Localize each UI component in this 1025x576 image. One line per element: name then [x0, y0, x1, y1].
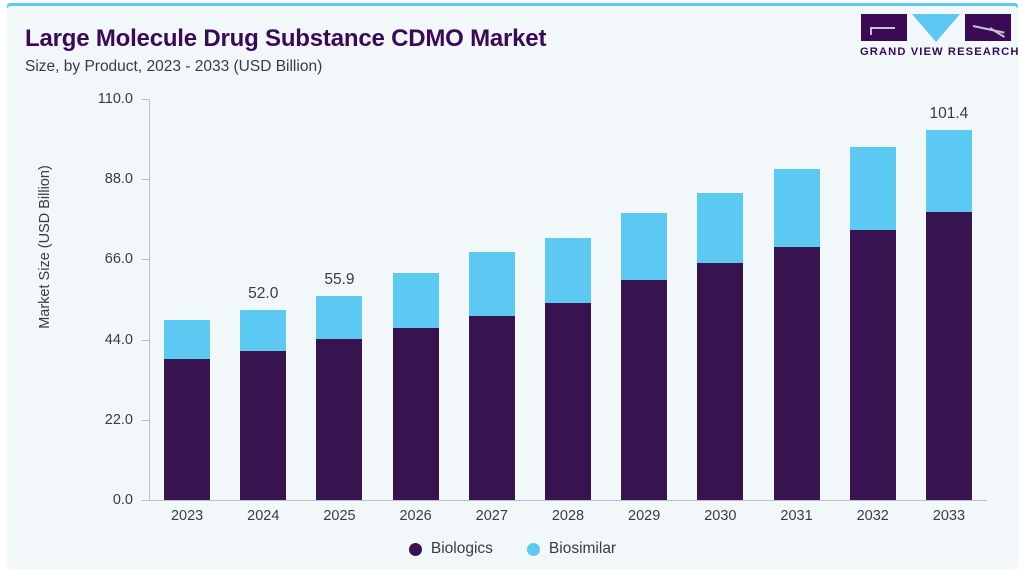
bar-segment-biosimilar[interactable] [773, 168, 820, 248]
bar-segment-biosimilar[interactable] [621, 213, 668, 281]
y-axis-tick-label: 44.0 [104, 331, 133, 348]
y-axis-tick [142, 339, 150, 341]
bar-segment-biologics[interactable] [545, 302, 591, 500]
y-axis-tick [142, 179, 150, 181]
bar-group[interactable] [164, 99, 211, 500]
bar-segment-biologics[interactable] [621, 280, 668, 500]
x-axis-line [149, 500, 987, 501]
bar-segment-biologics[interactable] [773, 247, 820, 500]
logo-text: GRAND VIEW RESEARCH [860, 46, 1018, 58]
bar-group[interactable] [773, 99, 820, 500]
bar-group[interactable]: 52.0 [240, 99, 287, 500]
bar-group[interactable]: 55.9 [316, 99, 363, 500]
bar-segment-biologics[interactable] [240, 350, 287, 500]
bar-segment-biosimilar[interactable] [164, 320, 211, 359]
bar-segment-biologics[interactable] [468, 315, 515, 500]
logo-marks [860, 14, 1012, 42]
legend-dot-icon [408, 542, 422, 556]
legend-item[interactable]: Biosimilar [526, 540, 617, 558]
bar-segment-biosimilar[interactable] [697, 192, 744, 264]
legend-label: Biosimilar [548, 540, 617, 557]
x-axis-tick-label: 2030 [704, 508, 737, 524]
logo-v-triangle-icon [912, 14, 960, 42]
bar-segment-biologics[interactable] [849, 229, 896, 500]
legend-item[interactable]: Biologics [408, 540, 493, 558]
legend-dot-icon [526, 542, 540, 556]
chart-legend: Biologics Biosimilar [7, 540, 1018, 558]
x-axis-tick-label: 2026 [399, 508, 432, 524]
bar-group[interactable]: 101.4 [925, 99, 972, 500]
brand-logo: GRAND VIEW RESEARCH [860, 14, 1018, 58]
bar-group[interactable] [468, 99, 515, 500]
x-axis-tick-label: 2033 [932, 508, 966, 524]
y-axis-tick-label: 0.0 [112, 492, 133, 508]
x-axis-tick-label: 2027 [475, 508, 508, 524]
plot-area: Market Size (USD Billion) 0.0 22.0 44.0 66.… [7, 6, 1018, 569]
y-axis-title: Market Size (USD Billion) [37, 165, 53, 329]
chart-card: Large Molecule Drug Substance CDMO Marke… [7, 6, 1018, 569]
bar-segment-biologics[interactable] [697, 263, 744, 500]
bar-segment-biosimilar[interactable] [392, 272, 439, 328]
x-axis-tick-label: 2025 [323, 508, 356, 524]
y-axis-tick-label: 22.0 [104, 411, 133, 428]
bar-segment-biologics[interactable] [925, 212, 972, 500]
bar-group[interactable] [392, 99, 439, 500]
bar-value-label: 52.0 [248, 285, 279, 303]
bar-segment-biosimilar[interactable] [925, 130, 972, 213]
x-axis-tick-label: 2024 [247, 508, 280, 524]
y-axis-tick-label: 66.0 [104, 251, 133, 268]
chart-header: Large Molecule Drug Substance CDMO Marke… [25, 24, 1004, 88]
bar-segment-biologics[interactable] [316, 338, 363, 500]
y-axis-tick [142, 259, 150, 261]
x-axis-tick-label: 2028 [551, 508, 585, 524]
bar-segment-biosimilar[interactable] [468, 252, 515, 316]
bar-series-container: 52.0 55.9 101.4 [149, 99, 987, 501]
bar-segment-biologics[interactable] [392, 327, 439, 500]
bar-segment-biosimilar[interactable] [240, 310, 287, 351]
x-axis-tick-label: 2032 [856, 508, 889, 524]
bar-group[interactable] [621, 99, 668, 500]
bar-segment-biosimilar[interactable] [316, 296, 363, 339]
x-axis-tick-label: 2023 [170, 508, 204, 524]
logo-g-icon [861, 14, 907, 41]
legend-label: Biologics [430, 540, 493, 557]
bar-value-label: 55.9 [324, 271, 355, 289]
bar-group[interactable] [697, 99, 744, 500]
y-axis-tick [142, 99, 150, 100]
page-title: Large Molecule Drug Substance CDMO Marke… [25, 25, 547, 52]
bar-group[interactable] [545, 99, 591, 500]
x-axis-tick-label: 2031 [780, 508, 813, 524]
y-axis-line [149, 99, 150, 501]
y-axis-tick [142, 419, 150, 421]
bar-segment-biologics[interactable] [164, 358, 211, 500]
y-axis-tick-label: 88.0 [104, 171, 133, 188]
page-subtitle: Size, by Product, 2023 - 2033 (USD Billi… [25, 58, 323, 75]
x-axis-tick-label: 2029 [628, 508, 661, 524]
logo-r-icon [965, 14, 1011, 41]
bar-segment-biosimilar[interactable] [849, 147, 896, 230]
bar-group[interactable] [849, 99, 896, 500]
bar-segment-biosimilar[interactable] [545, 237, 591, 303]
y-axis-tick [142, 500, 150, 501]
bar-value-label: 101.4 [929, 105, 969, 123]
y-axis-tick-label: 110.0 [97, 91, 133, 107]
